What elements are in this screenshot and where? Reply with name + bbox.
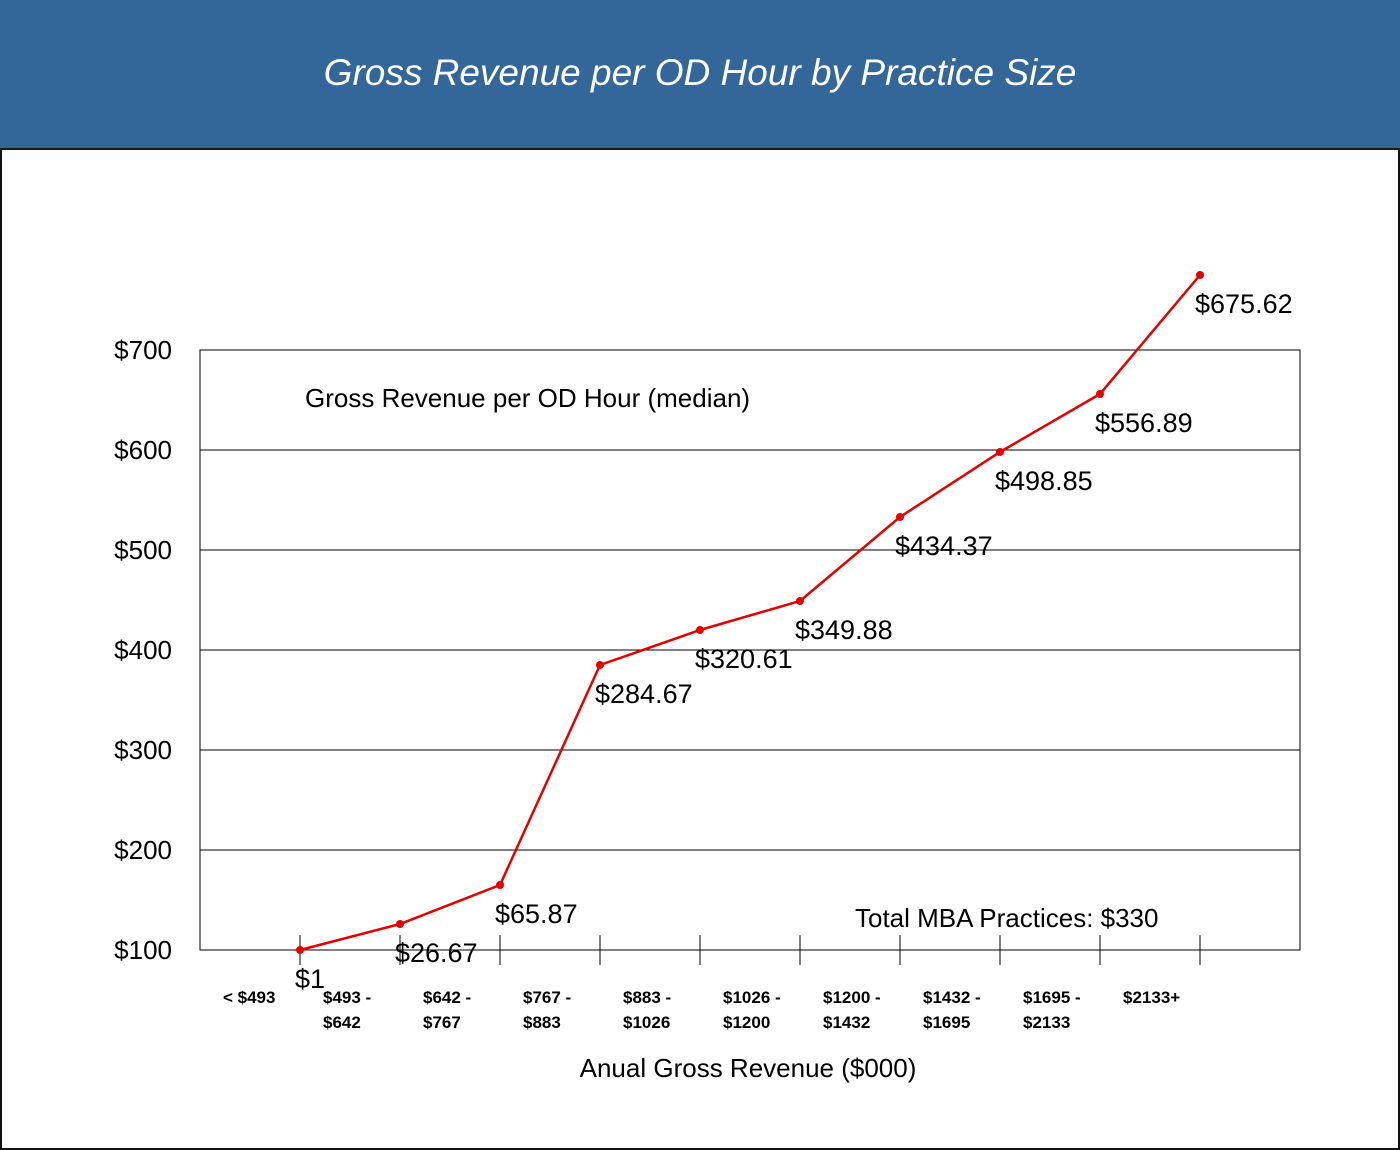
data-point bbox=[1196, 271, 1204, 279]
data-label: $65.87 bbox=[495, 899, 578, 929]
data-point bbox=[696, 626, 704, 634]
data-label: $1 bbox=[295, 964, 325, 994]
data-label: $498.85 bbox=[995, 466, 1093, 496]
data-point bbox=[896, 513, 904, 521]
data-label: $349.88 bbox=[795, 615, 893, 645]
data-label: $320.61 bbox=[695, 644, 793, 674]
y-tick-label: $200 bbox=[114, 835, 172, 865]
x-tick-label: $1695 bbox=[923, 1013, 970, 1032]
y-tick-label: $100 bbox=[114, 935, 172, 965]
x-tick-label: < $493 bbox=[223, 988, 275, 1007]
x-tick-label: $1432 bbox=[823, 1013, 870, 1032]
title-banner: Gross Revenue per OD Hour by Practice Si… bbox=[0, 0, 1400, 150]
data-point bbox=[1096, 390, 1104, 398]
x-tick-label: $883 - bbox=[623, 988, 671, 1007]
x-tick-label: $642 - bbox=[423, 988, 471, 1007]
series-line bbox=[299, 274, 1201, 952]
data-point bbox=[796, 597, 804, 605]
x-tick-label: $767 bbox=[423, 1013, 461, 1032]
data-label: $675.62 bbox=[1195, 289, 1293, 319]
data-point bbox=[296, 946, 304, 954]
x-tick-label: $1695 - bbox=[1023, 988, 1081, 1007]
x-tick-label: $1200 bbox=[723, 1013, 770, 1032]
data-point bbox=[996, 448, 1004, 456]
data-point bbox=[396, 920, 404, 928]
data-label: $26.67 bbox=[395, 938, 478, 968]
x-tick-label: $1026 bbox=[623, 1013, 670, 1032]
x-tick-label: $2133+ bbox=[1123, 988, 1180, 1007]
x-tick-label: $883 bbox=[523, 1013, 561, 1032]
chart-panel bbox=[0, 150, 1400, 1150]
x-tick-label: $493 - bbox=[323, 988, 371, 1007]
chart-title: Gross Revenue per OD Hour by Practice Si… bbox=[323, 52, 1077, 93]
data-label: $556.89 bbox=[1095, 408, 1193, 438]
x-tick-label: $642 bbox=[323, 1013, 361, 1032]
series-label: Gross Revenue per OD Hour (median) bbox=[305, 383, 750, 413]
data-label: $284.67 bbox=[595, 679, 693, 709]
x-axis-title: Anual Gross Revenue ($000) bbox=[580, 1053, 917, 1083]
x-tick-label: $2133 bbox=[1023, 1013, 1070, 1032]
x-tick-label: $1200 - bbox=[823, 988, 881, 1007]
x-tick-label: $767 - bbox=[523, 988, 571, 1007]
x-tick-label: $1432 - bbox=[923, 988, 981, 1007]
y-tick-label: $300 bbox=[114, 735, 172, 765]
y-tick-label: $700 bbox=[114, 335, 172, 365]
x-tick-label: $1026 - bbox=[723, 988, 781, 1007]
data-point bbox=[596, 661, 604, 669]
data-label: $434.37 bbox=[895, 531, 993, 561]
total-annotation: Total MBA Practices: $330 bbox=[855, 903, 1158, 933]
data-point bbox=[496, 881, 504, 889]
y-tick-label: $400 bbox=[114, 635, 172, 665]
y-tick-label: $500 bbox=[114, 535, 172, 565]
y-tick-label: $600 bbox=[114, 435, 172, 465]
